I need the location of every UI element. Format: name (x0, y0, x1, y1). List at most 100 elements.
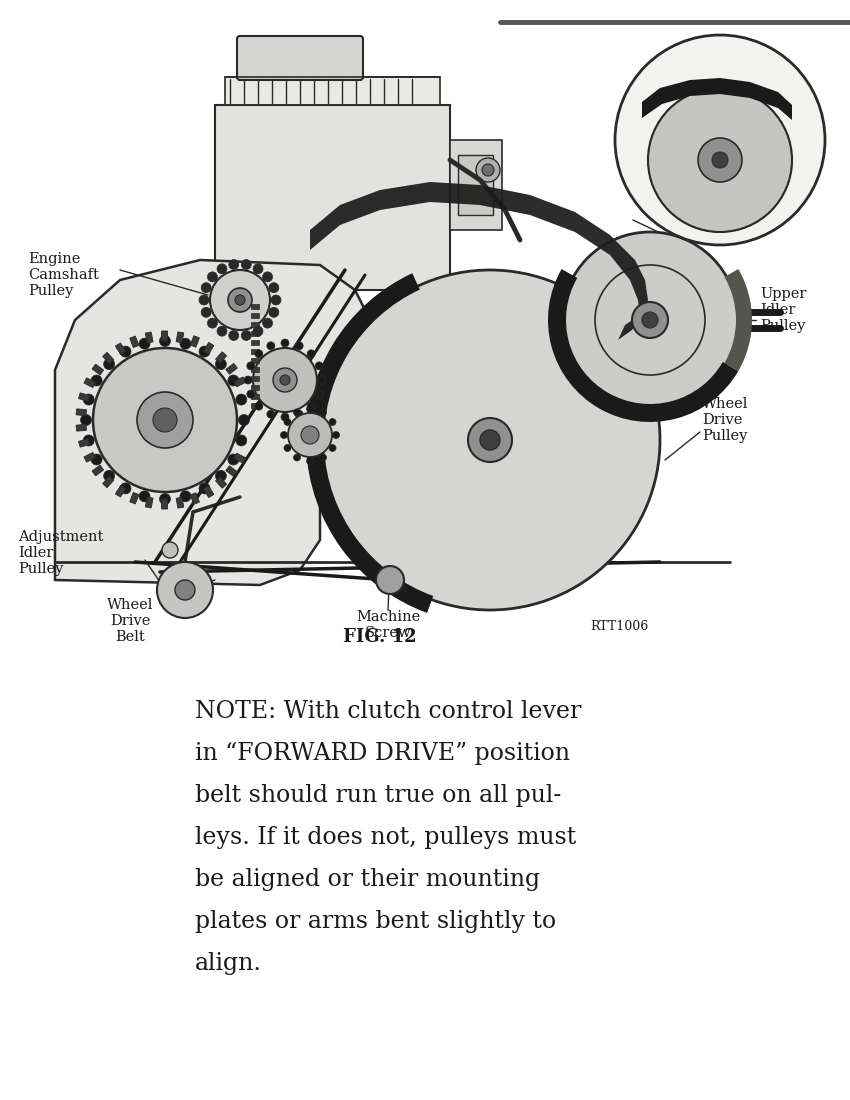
Circle shape (320, 409, 326, 416)
Bar (251, 314, 259, 318)
Polygon shape (310, 182, 648, 340)
Text: 1/4": 1/4" (728, 55, 754, 68)
Text: Engine
Camshaft
Pulley: Engine Camshaft Pulley (28, 252, 99, 298)
Circle shape (199, 346, 210, 358)
Wedge shape (306, 273, 434, 613)
Circle shape (281, 339, 289, 346)
Circle shape (253, 348, 317, 412)
Bar (116, 485, 126, 497)
Circle shape (307, 406, 314, 412)
Circle shape (241, 330, 252, 341)
Circle shape (160, 336, 171, 346)
Bar (190, 493, 200, 504)
Circle shape (271, 295, 281, 305)
Text: belt should run true on all pul-: belt should run true on all pul- (195, 784, 561, 807)
Circle shape (293, 409, 301, 416)
Bar (458, 155, 493, 214)
Bar (78, 439, 90, 448)
Polygon shape (642, 78, 792, 120)
Circle shape (210, 270, 270, 330)
Circle shape (160, 494, 171, 505)
Circle shape (255, 350, 263, 358)
Bar (234, 453, 246, 463)
Circle shape (207, 272, 218, 282)
Circle shape (280, 375, 290, 385)
Bar (162, 499, 167, 509)
Circle shape (280, 431, 287, 439)
Circle shape (235, 434, 246, 446)
Circle shape (293, 454, 301, 461)
Circle shape (301, 426, 319, 444)
Bar (103, 476, 114, 487)
Circle shape (120, 346, 131, 358)
Circle shape (229, 330, 239, 341)
Text: leys. If it does not, pulleys must: leys. If it does not, pulleys must (195, 826, 576, 849)
Circle shape (180, 491, 191, 502)
Circle shape (320, 454, 326, 461)
Circle shape (246, 362, 255, 370)
Circle shape (273, 368, 297, 392)
Circle shape (482, 164, 494, 176)
Circle shape (329, 444, 336, 451)
Text: Machine
Screw: Machine Screw (356, 610, 420, 640)
Circle shape (180, 338, 191, 349)
Circle shape (480, 430, 500, 450)
Circle shape (91, 375, 102, 386)
Bar (226, 363, 237, 374)
Circle shape (91, 454, 102, 465)
Bar (251, 331, 259, 335)
Circle shape (199, 295, 209, 305)
Text: RTT1006: RTT1006 (590, 620, 649, 632)
Bar (450, 140, 502, 230)
Circle shape (263, 272, 273, 282)
Circle shape (320, 270, 660, 610)
Circle shape (83, 394, 94, 405)
FancyBboxPatch shape (237, 36, 363, 80)
Wedge shape (724, 270, 752, 371)
Circle shape (253, 327, 263, 337)
Bar (251, 358, 259, 363)
Circle shape (318, 376, 326, 384)
Circle shape (228, 454, 239, 465)
Circle shape (215, 471, 226, 482)
Circle shape (267, 410, 275, 418)
Circle shape (269, 283, 279, 293)
Bar (251, 385, 259, 390)
Text: FIG. 12: FIG. 12 (343, 628, 416, 646)
Circle shape (562, 232, 738, 408)
Circle shape (104, 471, 115, 482)
Text: plates or arms bent slightly to: plates or arms bent slightly to (195, 910, 556, 933)
Circle shape (642, 312, 658, 328)
Bar (176, 497, 184, 508)
Circle shape (295, 410, 303, 418)
Circle shape (376, 566, 404, 594)
Bar (251, 376, 259, 381)
Circle shape (307, 403, 315, 410)
Bar (130, 336, 139, 348)
Circle shape (295, 342, 303, 350)
Circle shape (228, 375, 239, 386)
Circle shape (244, 376, 252, 384)
Circle shape (307, 350, 315, 358)
Bar (84, 452, 95, 462)
Circle shape (246, 390, 255, 398)
Wedge shape (548, 270, 739, 422)
Text: Wheel
Drive
Pulley: Wheel Drive Pulley (702, 397, 748, 443)
Circle shape (153, 408, 177, 432)
Bar (251, 394, 259, 399)
Bar (226, 465, 237, 476)
Circle shape (137, 392, 193, 448)
Circle shape (93, 348, 237, 492)
Bar (176, 332, 184, 343)
Circle shape (615, 35, 825, 245)
Circle shape (217, 264, 227, 274)
Circle shape (229, 260, 239, 270)
Circle shape (269, 307, 279, 317)
Circle shape (228, 288, 252, 312)
Circle shape (157, 562, 213, 618)
Circle shape (281, 412, 289, 421)
Circle shape (201, 307, 211, 317)
Bar (251, 304, 259, 309)
Circle shape (315, 390, 323, 398)
Bar (145, 497, 153, 508)
